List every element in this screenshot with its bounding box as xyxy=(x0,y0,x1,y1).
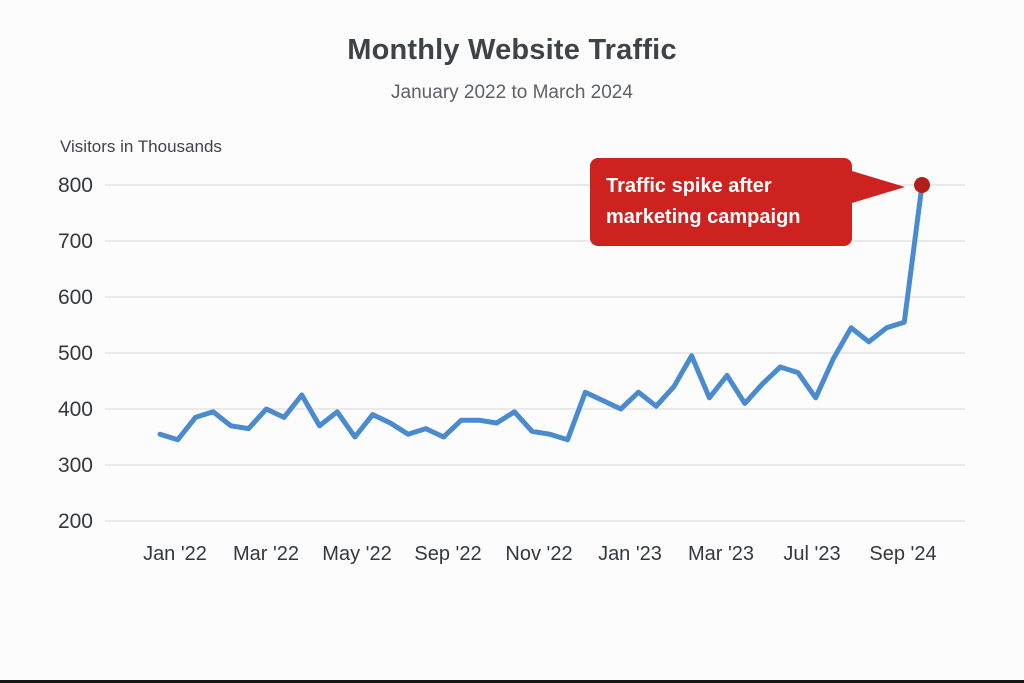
svg-text:300: 300 xyxy=(58,454,93,477)
annotation-callout: Traffic spike after marketing campaign xyxy=(590,158,905,246)
svg-text:200: 200 xyxy=(58,510,93,533)
svg-text:Sep '24: Sep '24 xyxy=(869,543,936,565)
svg-text:Jul '23: Jul '23 xyxy=(783,543,840,565)
svg-text:700: 700 xyxy=(58,230,93,253)
y-axis-label: Visitors in Thousands xyxy=(60,137,222,156)
svg-text:Sep '22: Sep '22 xyxy=(414,543,481,565)
svg-text:400: 400 xyxy=(58,398,93,421)
screen-bottom-edge xyxy=(0,680,1024,683)
annotation-line-1: Traffic spike after xyxy=(606,175,772,197)
annotation-arrow xyxy=(852,171,905,203)
svg-text:500: 500 xyxy=(58,342,93,365)
svg-text:Mar '22: Mar '22 xyxy=(233,543,299,565)
svg-text:Jan '23: Jan '23 xyxy=(598,543,662,565)
svg-text:Nov '22: Nov '22 xyxy=(505,543,572,565)
svg-text:May '22: May '22 xyxy=(322,543,391,565)
svg-text:Jan '22: Jan '22 xyxy=(143,543,207,565)
svg-text:Mar '23: Mar '23 xyxy=(688,543,754,565)
chart-subtitle: January 2022 to March 2024 xyxy=(391,82,633,103)
svg-text:800: 800 xyxy=(58,174,93,197)
svg-text:600: 600 xyxy=(58,286,93,309)
annotation-line-2: marketing campaign xyxy=(606,206,801,228)
chart-title: Monthly Website Traffic xyxy=(347,34,677,66)
